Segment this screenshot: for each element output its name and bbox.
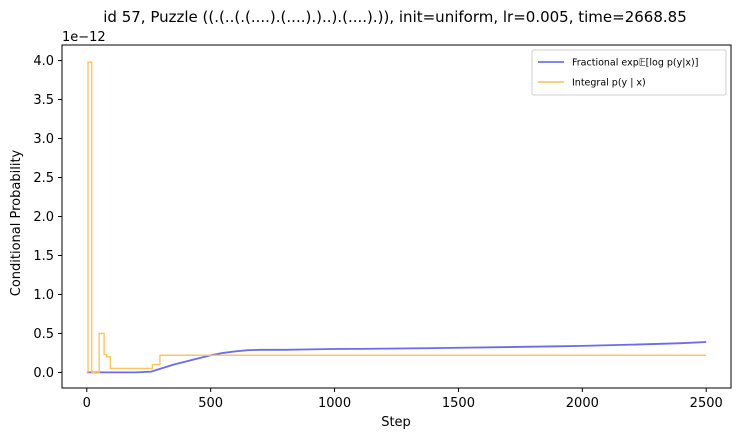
legend-entry-label: Integral p(y | x) (572, 78, 646, 89)
y-tick-label: 1.5 (33, 249, 54, 264)
chart-title: id 57, Puzzle ((.(..(.(....).(....).)..)… (103, 8, 687, 26)
x-axis: 0 500 1000 1500 2000 2500 (83, 388, 723, 411)
legend-box (531, 49, 727, 96)
x-tick-label: 2500 (690, 396, 723, 411)
x-tick-label: 1500 (442, 396, 475, 411)
series-line-integral (86, 61, 707, 374)
y-tick-label: 2.0 (33, 210, 54, 225)
y-axis: 0.0 0.5 1.0 1.5 2.0 2.5 3.0 3.5 4.0 (33, 54, 62, 381)
y-tick-label: 3.5 (33, 93, 54, 108)
x-axis-label: Step (381, 415, 411, 430)
x-tick-label: 2000 (566, 396, 599, 411)
y-axis-offset-label: 1e−12 (62, 30, 106, 45)
y-tick-label: 3.0 (33, 132, 54, 147)
x-tick-label: 0 (83, 396, 91, 411)
y-axis-label: Conditional Probability (9, 149, 24, 296)
x-tick-label: 500 (198, 396, 223, 411)
legend: Fractional exp𝔼[log p(y|x)] Integral p(y … (531, 49, 727, 96)
series-layer (86, 61, 707, 374)
y-tick-label: 2.5 (33, 171, 54, 186)
y-tick-label: 4.0 (33, 54, 54, 69)
plot-frame (61, 44, 732, 389)
x-tick-label: 1000 (318, 396, 351, 411)
y-tick-label: 1.0 (33, 288, 54, 303)
legend-entry-label: Fractional exp𝔼[log p(y|x)] (572, 58, 698, 69)
y-tick-label: 0.5 (33, 327, 54, 342)
series-line-fractional (86, 341, 707, 374)
y-tick-label: 0.0 (33, 366, 54, 381)
